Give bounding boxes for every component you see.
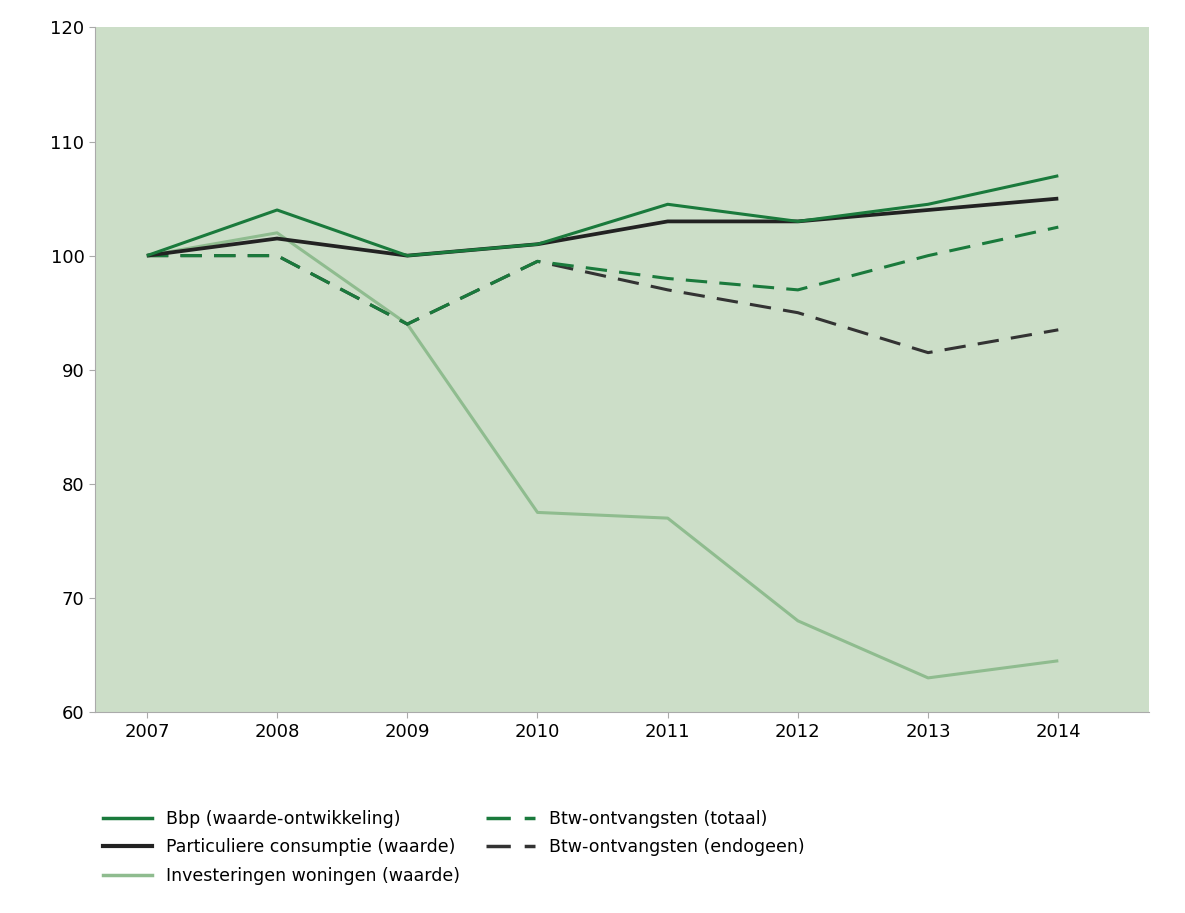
Legend: Bbp (waarde-ontwikkeling), Particuliere consumptie (waarde), Investeringen wonin: Bbp (waarde-ontwikkeling), Particuliere … <box>103 810 805 885</box>
